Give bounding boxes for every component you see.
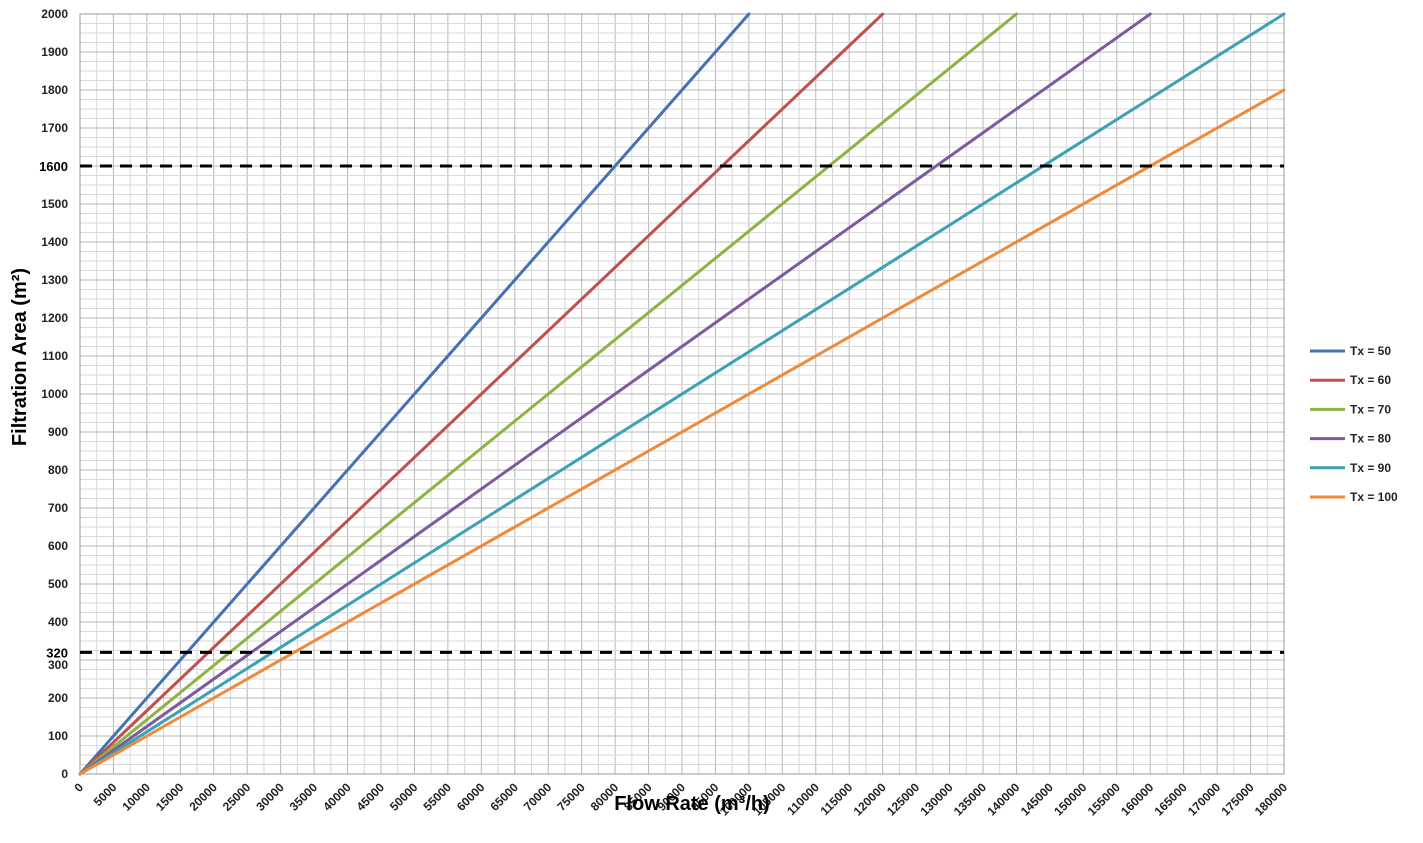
x-tick-label: 40000 xyxy=(320,780,354,814)
reference-lines: 1600 320 xyxy=(39,159,1284,660)
x-tick-label: 0 xyxy=(71,780,86,795)
x-tick-label: 115000 xyxy=(818,780,856,818)
y-tick-label: 2000 xyxy=(41,7,68,21)
x-tick-label: 170000 xyxy=(1185,780,1223,818)
y-tick-label: 1200 xyxy=(41,311,68,325)
series-line-tx-50 xyxy=(78,12,751,776)
legend-label: Tx = 70 xyxy=(1350,402,1391,416)
legend-label: Tx = 90 xyxy=(1350,461,1391,475)
x-tick-label: 160000 xyxy=(1118,780,1156,818)
series-line-tx-60 xyxy=(78,12,885,776)
x-tick-label: 150000 xyxy=(1051,780,1089,818)
x-tick-label: 120000 xyxy=(851,780,889,818)
x-tick-label: 60000 xyxy=(454,780,488,814)
x-tick-label: 125000 xyxy=(884,780,922,818)
x-tick-label: 180000 xyxy=(1252,780,1290,818)
y-tick-label: 1000 xyxy=(41,387,68,401)
y-tick-label: 800 xyxy=(48,463,68,477)
x-tick-label: 10000 xyxy=(120,780,154,814)
y-tick-label: 500 xyxy=(48,577,68,591)
series-line-tx-80 xyxy=(78,12,1152,776)
legend-label: Tx = 80 xyxy=(1350,432,1391,446)
y-tick-label: 600 xyxy=(48,539,68,553)
y-tick-label: 1400 xyxy=(41,235,68,249)
y-axis-ticks: 0 100 200 300 400 500 600 700 800 900 1000 1100 1200… xyxy=(41,7,68,781)
x-axis-title: Flow Rate (m³/h) xyxy=(614,793,770,815)
x-tick-label: 75000 xyxy=(554,780,588,814)
y-tick-label: 900 xyxy=(48,425,68,439)
x-tick-label: 35000 xyxy=(287,780,321,814)
x-tick-label: 165000 xyxy=(1152,780,1190,818)
y-tick-label: 1800 xyxy=(41,83,68,97)
x-tick-label: 130000 xyxy=(918,780,956,818)
plot-border xyxy=(79,13,1285,775)
x-tick-label: 140000 xyxy=(984,780,1022,818)
series-lines xyxy=(78,12,1286,776)
legend-label: Tx = 60 xyxy=(1350,373,1391,387)
reference-label-1600: 1600 xyxy=(39,159,68,174)
y-tick-label: 300 xyxy=(48,658,68,672)
x-tick-label: 50000 xyxy=(387,780,421,814)
y-tick-label: 200 xyxy=(48,691,68,705)
x-tick-label: 175000 xyxy=(1219,780,1257,818)
y-axis-title: Filtration Area (m²) xyxy=(9,268,31,446)
x-tick-label: 110000 xyxy=(784,780,822,818)
x-tick-label: 70000 xyxy=(521,780,555,814)
x-tick-label: 65000 xyxy=(487,780,521,814)
series-line-tx-90 xyxy=(78,12,1286,776)
x-tick-label: 30000 xyxy=(253,780,287,814)
series-line-tx-70 xyxy=(78,12,1018,776)
x-tick-label: 155000 xyxy=(1085,780,1123,818)
x-tick-label: 55000 xyxy=(421,780,455,814)
y-tick-label: 1100 xyxy=(42,349,68,363)
legend-label: Tx = 50 xyxy=(1350,344,1391,358)
series-line-tx-100 xyxy=(78,88,1286,776)
x-tick-label: 15000 xyxy=(153,780,187,814)
y-tick-label: 1900 xyxy=(41,45,68,59)
y-tick-label: 700 xyxy=(48,501,68,515)
x-tick-label: 145000 xyxy=(1018,780,1056,818)
x-tick-label: 5000 xyxy=(91,780,120,809)
y-tick-label: 100 xyxy=(48,729,68,743)
reference-label-320: 320 xyxy=(46,645,68,660)
legend-label: Tx = 100 xyxy=(1350,490,1398,504)
legend: Tx = 50 Tx = 60 Tx = 70 Tx = 80 Tx = 90 Tx = … xyxy=(1310,344,1398,504)
y-tick-label: 1700 xyxy=(41,121,68,135)
x-tick-label: 135000 xyxy=(951,780,989,818)
y-tick-label: 1500 xyxy=(41,197,68,211)
x-tick-label: 25000 xyxy=(220,780,254,814)
y-tick-label: 400 xyxy=(48,615,68,629)
x-tick-label: 20000 xyxy=(186,780,220,814)
x-tick-label: 45000 xyxy=(354,780,388,814)
y-tick-label: 0 xyxy=(61,767,68,781)
y-tick-label: 1300 xyxy=(41,273,68,287)
